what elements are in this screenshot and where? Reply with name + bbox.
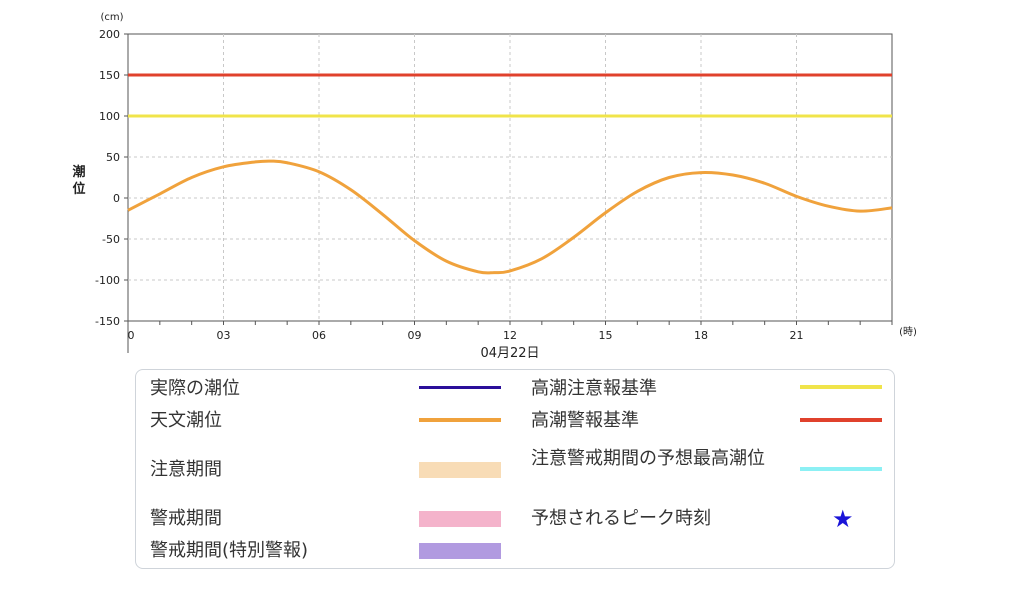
legend-label-warning-period: 警戒期間	[150, 508, 222, 529]
x-tick-label: 0	[128, 329, 135, 342]
legend-swatch-advisory-level	[800, 385, 882, 389]
legend-label-special-warning-period: 警戒期間(特別警報)	[150, 540, 309, 561]
x-tick-label: 21	[790, 329, 804, 342]
y-axis-label-char: 潮	[72, 164, 85, 180]
tide-chart: -150 -100 -50 0 50 100 150 200 0 03 06 09 12 15 18 21 (c…	[72, 12, 917, 361]
legend-label-advisory-level: 高潮注意報基準	[531, 378, 657, 399]
y-tick-label: 150	[99, 69, 120, 82]
x-unit-label: (時)	[899, 326, 917, 338]
legend-label-astronomical: 天文潮位	[150, 410, 222, 431]
y-tick-label: -50	[102, 233, 120, 246]
legend-swatch-caution-period	[419, 462, 501, 478]
x-tick-label: 15	[599, 329, 613, 342]
star-icon: ★	[832, 505, 854, 533]
legend-label-warning-level: 高潮警報基準	[531, 410, 639, 431]
plot-area	[127, 33, 893, 322]
legend-swatch-actual	[419, 386, 501, 389]
y-unit-label: (cm)	[100, 12, 123, 23]
legend-swatch-warning-period	[419, 511, 501, 527]
x-tick-label: 06	[312, 329, 326, 342]
y-tick-label: 50	[106, 151, 120, 164]
legend-swatch-forecast-max	[800, 467, 882, 471]
date-label: 04月22日	[480, 346, 539, 361]
y-tick-label: 0	[113, 192, 120, 205]
legend-swatch-warning-level	[800, 418, 882, 422]
legend-swatch-special-warning-period	[419, 543, 501, 559]
legend-label-forecast-max: 注意警戒期間の予想最高潮位	[531, 448, 765, 469]
y-tick-label: -100	[95, 274, 120, 287]
series-line	[127, 159, 893, 275]
legend-label-caution-period: 注意期間	[150, 459, 222, 480]
legend-label-actual: 実際の潮位	[150, 378, 240, 399]
x-tick-label: 12	[503, 329, 517, 342]
y-axis-label-char: 位	[72, 181, 85, 197]
y-tick-label: -150	[95, 315, 120, 328]
y-tick-label: 100	[99, 110, 120, 123]
y-tick-label: 200	[99, 28, 120, 41]
x-tick-label: 18	[694, 329, 708, 342]
legend: 実際の潮位 天文潮位 注意期間 警戒期間 警戒期間(特別警報) 高潮注意報基準 …	[135, 369, 895, 569]
x-tick-label: 09	[408, 329, 422, 342]
legend-label-peak-time: 予想されるピーク時刻	[531, 508, 711, 529]
x-tick-label: 03	[217, 329, 231, 342]
legend-swatch-astronomical	[419, 418, 501, 422]
